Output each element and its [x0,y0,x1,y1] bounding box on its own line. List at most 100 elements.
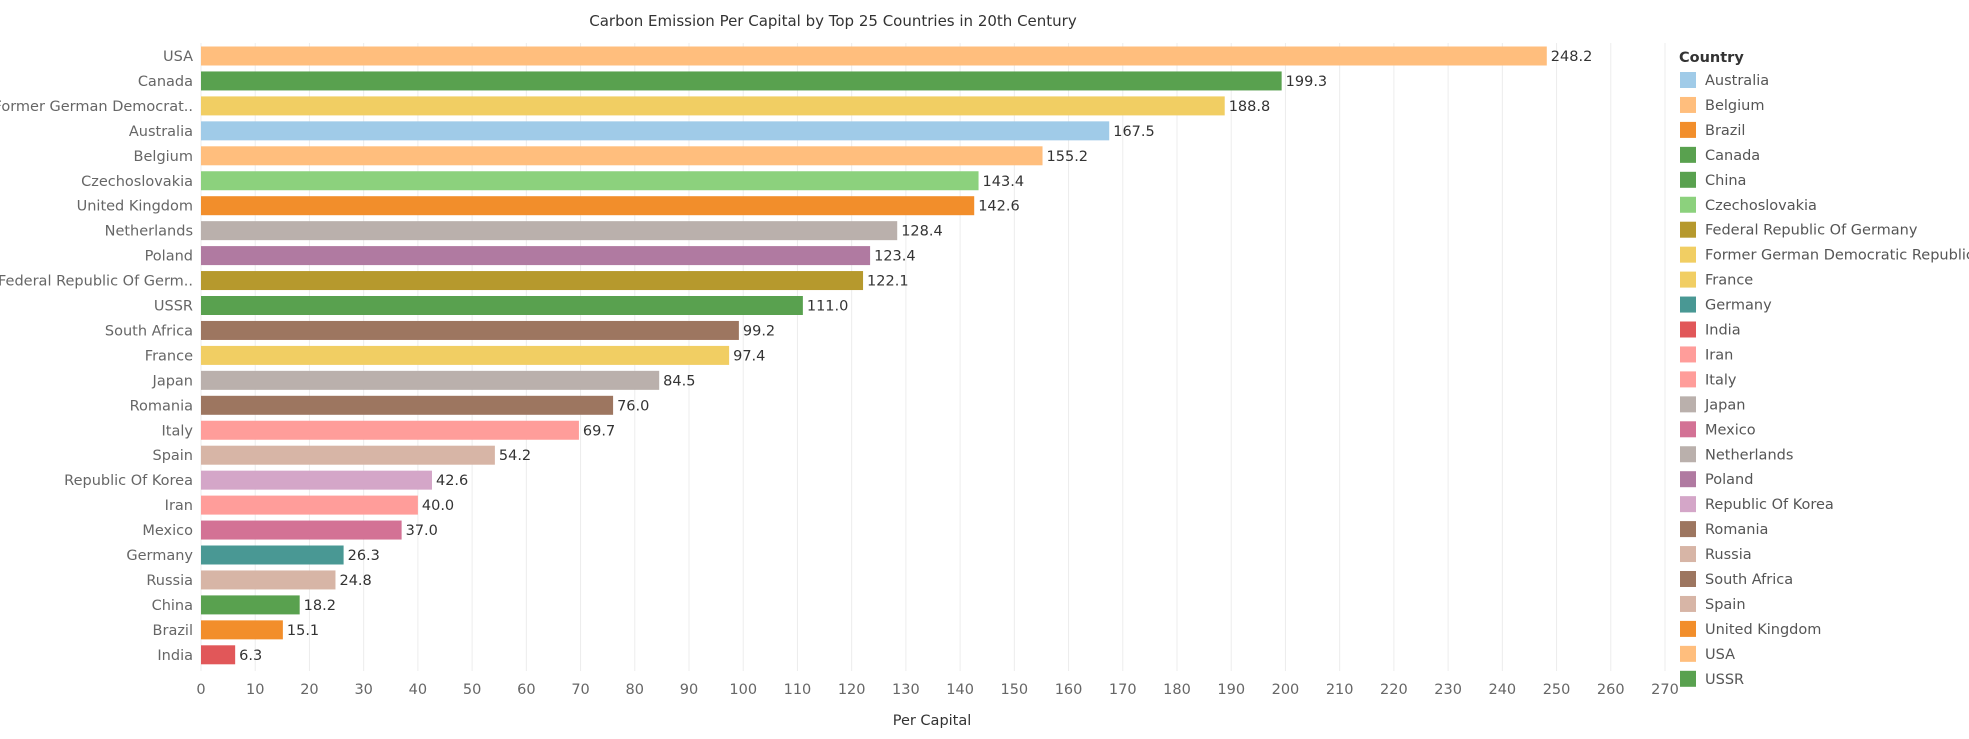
data-label: 111.0 [807,299,849,315]
x-axis-ticks: 0 10 20 30 40 50 60 70 80 90 100 110 120 130 140 150 160… [196,682,1678,698]
legend-item[interactable]: Germany [1680,296,1772,314]
legend-swatch [1680,595,1696,612]
data-label: 76.0 [617,398,649,414]
bar[interactable] [201,196,975,216]
data-label: 24.8 [339,573,371,589]
legend-item[interactable]: Japan [1680,396,1745,413]
legend-swatch [1680,346,1696,363]
legend-item[interactable]: Poland [1680,471,1753,488]
bar[interactable] [201,320,739,340]
data-label: 26.3 [348,548,380,564]
bar[interactable] [201,146,1043,166]
x-tick-label: 200 [1272,682,1300,698]
legend-item[interactable]: Italy [1680,371,1737,388]
x-tick-label: 70 [571,682,589,698]
legend-item[interactable]: Netherlands [1680,446,1793,463]
legend-swatch [1680,371,1696,388]
category-label: Australia [129,124,193,140]
x-tick-label: 230 [1434,682,1462,698]
category-label: Spain [152,448,193,464]
legend-item[interactable]: Mexico [1680,421,1756,438]
legend-item[interactable]: Brazil [1680,121,1745,139]
bar[interactable] [201,171,979,191]
bar[interactable] [201,470,432,490]
legend-item[interactable]: Iran [1680,346,1733,363]
legend-item[interactable]: Czechoslovakia [1680,196,1817,214]
legend-swatch [1680,496,1696,513]
bar[interactable] [201,545,344,565]
legend-item[interactable]: South Africa [1680,571,1793,588]
bar[interactable] [201,520,402,540]
legend-swatch [1680,670,1696,687]
legend-item[interactable]: Romania [1680,521,1768,538]
legend-swatch [1680,396,1696,413]
bar[interactable] [201,645,236,665]
legend[interactable]: Country Australia Belgium Brazil Canada Chin… [1679,50,1969,688]
bar[interactable] [201,221,898,241]
bar[interactable] [201,420,579,440]
legend-label: Netherlands [1705,447,1793,463]
data-label: 142.6 [978,199,1020,215]
legend-label: Italy [1705,372,1737,388]
legend-item[interactable]: USA [1680,645,1735,663]
data-label: 199.3 [1286,74,1328,90]
bar[interactable] [201,46,1547,66]
bar[interactable] [201,370,660,390]
legend-swatch [1680,196,1696,213]
category-label: Germany [126,548,193,564]
legend-label: Brazil [1705,123,1745,139]
legend-item[interactable]: Former German Democratic Republic [1680,246,1969,264]
bar[interactable] [201,595,300,615]
x-tick-label: 170 [1109,682,1137,698]
legend-item[interactable]: United Kingdom [1680,620,1821,638]
legend-item[interactable]: Russia [1680,546,1752,563]
legend-label: Russia [1705,547,1752,563]
x-tick-label: 110 [784,682,812,698]
bar[interactable] [201,71,1282,91]
data-label: 15.1 [287,623,319,639]
legend-item[interactable]: Spain [1680,595,1746,613]
legend-item[interactable]: France [1680,271,1753,289]
legend-item[interactable]: China [1680,171,1746,189]
bar[interactable] [201,121,1110,141]
legend-item[interactable]: Australia [1680,72,1769,89]
legend-item[interactable]: Canada [1680,146,1760,164]
x-tick-label: 180 [1163,682,1191,698]
x-tick-label: 250 [1543,682,1571,698]
category-label: Netherlands [105,224,193,240]
legend-label: Belgium [1705,98,1764,114]
category-label: Romania [130,398,193,414]
value-labels: 248.2 199.3 188.8 167.5 155.2 143.4 142.6 128.4… [239,49,1592,664]
bar[interactable] [201,345,730,365]
legend-swatch [1680,121,1696,138]
legend-item[interactable]: Belgium [1680,96,1764,114]
bar[interactable] [201,620,283,640]
legend-item[interactable]: Federal Republic Of Germany [1680,221,1918,239]
bar[interactable] [201,395,614,415]
bar[interactable] [201,271,864,291]
legend-label: Former German Democratic Republic [1705,248,1969,264]
legend-label: Republic Of Korea [1705,497,1834,513]
legend-item[interactable]: USSR [1680,670,1744,688]
category-label: Iran [165,498,193,514]
bar[interactable] [201,96,1225,116]
bar[interactable] [201,495,418,515]
legend-label: Spain [1705,597,1746,613]
bar[interactable] [201,296,803,315]
data-label: 42.6 [436,473,468,489]
legend-label: France [1705,273,1753,289]
x-tick-label: 30 [354,682,372,698]
data-label: 6.3 [239,648,262,664]
bar[interactable] [201,445,495,465]
x-tick-label: 130 [892,682,920,698]
chart-title: Carbon Emission Per Capital by Top 25 Co… [589,12,1077,30]
legend-item[interactable]: Republic Of Korea [1680,496,1834,513]
data-label: 40.0 [422,498,454,514]
bar[interactable] [201,246,871,266]
data-label: 188.8 [1229,99,1271,115]
legend-label: Canada [1705,148,1760,164]
bar[interactable] [201,570,336,590]
category-label: Canada [138,74,193,90]
legend-item[interactable]: India [1680,321,1741,339]
